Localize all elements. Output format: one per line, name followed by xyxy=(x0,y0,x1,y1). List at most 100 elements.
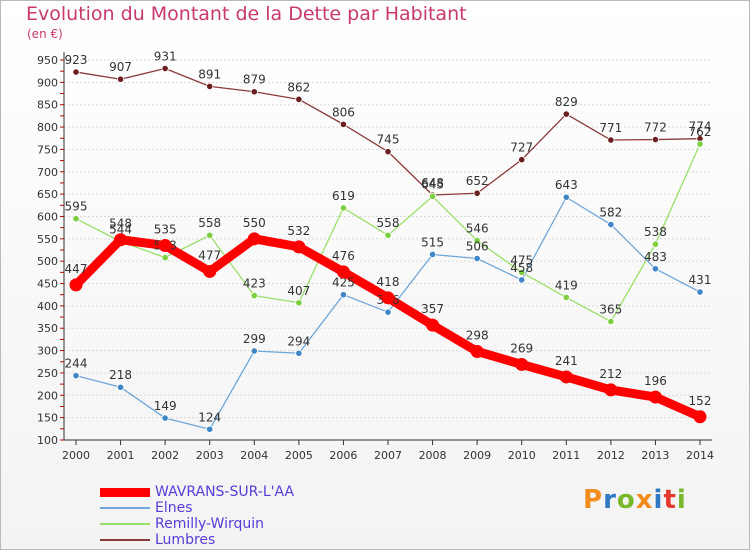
data-point xyxy=(518,268,526,276)
data-point xyxy=(473,237,481,245)
x-tick-label: 2002 xyxy=(151,449,179,462)
legend-label: WAVRANS-SUR-L'AA xyxy=(155,484,295,500)
logo-letter: P xyxy=(583,485,604,515)
data-label: 515 xyxy=(421,235,444,249)
data-point xyxy=(473,254,481,263)
data-label: 544 xyxy=(109,223,132,237)
data-point xyxy=(116,383,125,391)
data-point xyxy=(384,231,392,239)
data-label: 196 xyxy=(644,374,667,388)
data-label: 294 xyxy=(287,334,310,348)
data-label: 558 xyxy=(377,216,400,230)
data-label: 771 xyxy=(599,121,622,135)
data-point xyxy=(607,317,615,326)
data-label: 357 xyxy=(421,302,444,316)
data-label: 244 xyxy=(65,357,88,371)
legend-label: Remilly-Wirquin xyxy=(155,516,264,532)
data-point xyxy=(470,344,484,358)
x-tick-label: 2003 xyxy=(196,449,224,462)
x-tick-label: 2014 xyxy=(686,449,714,462)
y-tick-label: 350 xyxy=(37,322,58,335)
data-point xyxy=(384,308,392,316)
y-tick-label: 450 xyxy=(37,278,58,291)
data-point xyxy=(562,193,570,201)
legend-swatch xyxy=(100,507,150,509)
data-label: 532 xyxy=(287,224,310,238)
x-tick-label: 2013 xyxy=(641,449,669,462)
data-point xyxy=(428,192,437,200)
data-label: 447 xyxy=(65,262,88,276)
data-label: 762 xyxy=(689,125,712,139)
x-tick-label: 2005 xyxy=(285,449,313,462)
y-tick-label: 800 xyxy=(37,121,58,134)
data-label: 891 xyxy=(198,67,221,81)
data-point xyxy=(381,291,395,305)
data-label: 546 xyxy=(466,222,489,236)
data-label: 269 xyxy=(510,341,533,355)
logo-letter: r xyxy=(603,485,617,515)
data-label: 538 xyxy=(644,225,667,239)
data-point xyxy=(339,120,348,128)
data-label: 643 xyxy=(555,178,578,192)
data-point xyxy=(206,425,214,433)
x-tick-label: 2007 xyxy=(374,449,402,462)
data-label: 477 xyxy=(198,248,221,262)
data-label: 476 xyxy=(332,249,355,263)
data-point xyxy=(518,156,526,164)
y-tick-label: 550 xyxy=(37,233,58,246)
data-point xyxy=(648,390,662,404)
data-point xyxy=(250,291,258,300)
y-tick-label: 600 xyxy=(37,210,58,223)
data-point xyxy=(206,82,214,90)
legend-item: Remilly-Wirquin xyxy=(100,516,360,532)
data-point xyxy=(426,318,440,332)
data-label: 558 xyxy=(198,216,221,230)
data-point xyxy=(562,293,570,301)
data-label: 535 xyxy=(154,223,177,237)
data-point xyxy=(339,204,348,212)
y-tick-label: 950 xyxy=(37,54,58,67)
y-tick-label: 300 xyxy=(37,345,58,358)
data-point xyxy=(384,148,392,156)
data-point xyxy=(158,239,172,253)
logo-letter: o xyxy=(616,485,636,515)
data-point xyxy=(295,299,303,307)
data-point xyxy=(206,231,214,239)
data-point xyxy=(114,233,128,247)
data-point xyxy=(651,265,660,273)
data-label: 645 xyxy=(421,177,444,191)
y-tick-label: 900 xyxy=(37,76,58,89)
data-point xyxy=(295,349,303,357)
data-label: 418 xyxy=(377,275,400,289)
legend-item: Elnes xyxy=(100,500,360,516)
data-point xyxy=(473,189,481,197)
x-tick-label: 2011 xyxy=(552,449,580,462)
data-point xyxy=(696,288,704,296)
data-label: 218 xyxy=(109,368,132,382)
data-label: 419 xyxy=(555,278,578,292)
y-tick-label: 850 xyxy=(37,99,58,112)
data-point xyxy=(250,347,258,355)
data-label: 299 xyxy=(243,332,266,346)
legend-item: WAVRANS-SUR-L'AA xyxy=(100,484,360,500)
data-label: 727 xyxy=(510,141,533,155)
data-point xyxy=(607,136,615,144)
data-label: 907 xyxy=(109,60,132,74)
data-label: 582 xyxy=(599,206,622,220)
legend-item: Lumbres xyxy=(100,532,360,548)
data-label: 862 xyxy=(287,80,310,94)
data-label: 745 xyxy=(377,133,400,147)
data-point xyxy=(72,372,80,380)
data-label: 879 xyxy=(243,73,266,87)
data-label: 298 xyxy=(466,328,489,342)
data-label: 425 xyxy=(332,276,355,290)
data-point xyxy=(69,278,83,292)
data-point xyxy=(696,140,704,148)
logo-letter: i xyxy=(653,485,664,515)
data-label: 506 xyxy=(466,239,489,253)
data-point xyxy=(428,250,437,259)
y-tick-label: 750 xyxy=(37,143,58,156)
chart-legend: WAVRANS-SUR-L'AA Elnes Remilly-Wirquin Lumb… xyxy=(100,484,360,548)
